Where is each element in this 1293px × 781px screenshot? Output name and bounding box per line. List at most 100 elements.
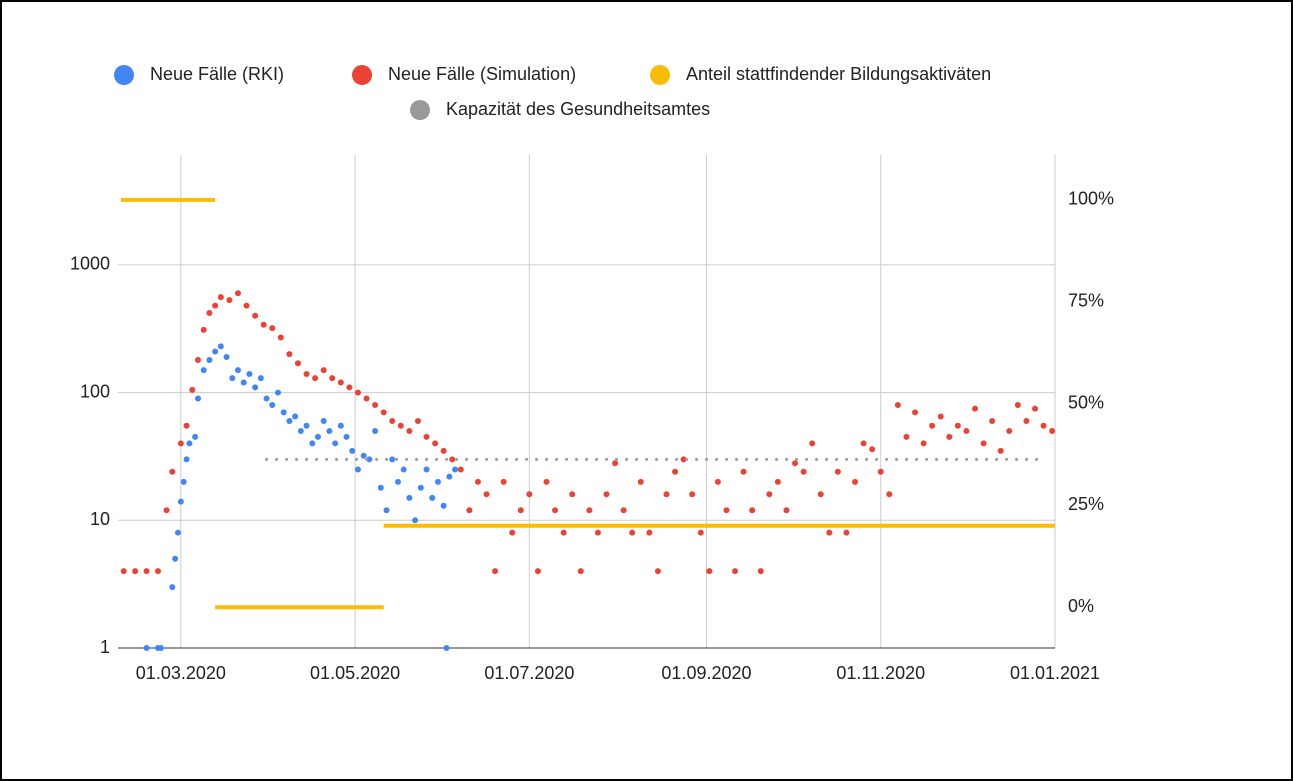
data-point [543,478,550,485]
data-point [429,494,436,501]
data-point [143,568,150,575]
data-point [723,507,730,514]
y-tick-label: 100 [80,381,110,401]
data-point [212,348,219,355]
data-point [423,466,430,473]
data-point [963,428,970,435]
data-point [886,491,893,498]
data-point [189,386,196,393]
data-point [783,507,790,514]
data-point [394,478,401,485]
data-point [740,468,747,475]
data-point [200,326,207,333]
data-point [329,375,336,382]
data-point [500,478,507,485]
data-point [432,440,439,447]
data-point [183,456,190,463]
data-point [120,568,127,575]
data-point [852,478,859,485]
data-point [946,433,953,440]
data-point [552,507,559,514]
data-point [646,529,653,536]
data-point [180,478,187,485]
data-point [406,494,413,501]
data-point [1023,417,1030,424]
data-point [929,422,936,429]
data-point [360,452,367,459]
data-point [337,422,344,429]
data-point [654,568,661,575]
data-point [186,440,193,447]
data-point [440,502,447,509]
data-point [672,468,679,475]
data-point [517,507,524,514]
data-point [212,302,219,309]
data-point [680,456,687,463]
data-point [132,568,139,575]
data-point [372,428,379,435]
data-point [1014,401,1021,408]
data-point [206,310,213,317]
data-point [363,395,370,402]
y-tick-label: 10 [90,509,110,529]
data-point [894,401,901,408]
data-point [223,354,230,361]
data-point [177,440,184,447]
data-point [466,507,473,514]
data-point [997,447,1004,454]
data-point [620,507,627,514]
data-point [206,357,213,364]
data-point [383,507,390,514]
data-point [860,440,867,447]
data-point [257,375,264,382]
data-point [349,447,356,454]
data-point [697,529,704,536]
data-point [569,491,576,498]
data-point [326,428,333,435]
data-point [440,447,447,454]
data-point [749,507,756,514]
data-point [629,529,636,536]
data-point [354,466,361,473]
data-point [757,568,764,575]
data-point [286,417,293,424]
data-point [397,422,404,429]
data-point [989,417,996,424]
data-point [492,568,499,575]
data-point [377,484,384,491]
legend-label: Neue Fälle (RKI) [150,64,284,84]
data-point [243,302,250,309]
y2-tick-label: 50% [1068,392,1104,412]
y2-tick-label: 75% [1068,290,1104,310]
legend-label: Anteil stattfindender Bildungsaktiväten [686,64,991,84]
data-point [1032,405,1039,412]
data-point [234,290,241,297]
data-point [1049,428,1056,435]
data-point [163,507,170,514]
data-point [714,478,721,485]
data-point [809,440,816,447]
data-point [372,401,379,408]
data-point [389,417,396,424]
x-tick-label: 01.09.2020 [661,663,751,683]
data-point [320,417,327,424]
legend-marker [114,65,134,85]
data-point [174,529,181,536]
data-point [1006,428,1013,435]
data-point [954,422,961,429]
data-point [457,466,464,473]
legend-label: Neue Fälle (Simulation) [388,64,576,84]
data-point [452,466,459,473]
data-point [483,491,490,498]
data-point [294,360,301,367]
data-point [449,456,456,463]
data-point [706,568,713,575]
x-tick-label: 01.05.2020 [310,663,400,683]
data-point [594,529,601,536]
data-point [169,468,176,475]
data-point [252,384,259,391]
data-point [586,507,593,514]
data-point [389,456,396,463]
data-point [169,584,176,591]
